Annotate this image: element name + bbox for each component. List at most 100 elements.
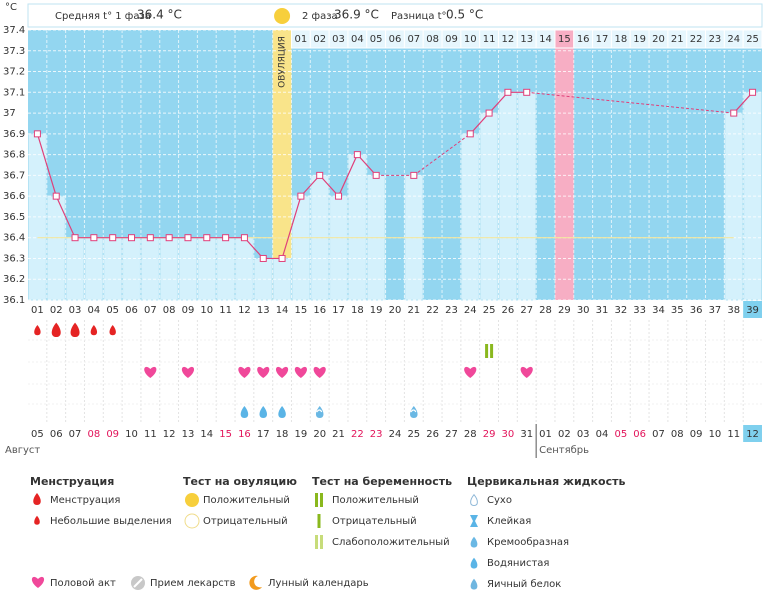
cycle-day-label: 35: [671, 305, 684, 316]
phase2-cell: [742, 29, 763, 49]
month-label: Сентябрь: [539, 445, 589, 456]
temperature-marker: [316, 171, 324, 179]
date-label: 04: [596, 429, 609, 440]
legend-item: Клейкая: [487, 516, 531, 527]
date-label: 17: [257, 429, 270, 440]
cycle-day-label: 20: [389, 305, 402, 316]
temperature-bar: [216, 237, 236, 301]
test-icon: [317, 514, 321, 528]
phase2-day-label: 23: [709, 34, 722, 45]
temperature-marker: [278, 254, 286, 262]
y-tick-label: 36.4: [3, 233, 25, 244]
temperature-marker: [146, 234, 154, 242]
menstruation-icon: [51, 322, 61, 337]
date-label: 19: [295, 429, 308, 440]
heart-icon: [313, 366, 326, 378]
cycle-day-label: 22: [426, 305, 439, 316]
cycle-day-label: 04: [88, 305, 101, 316]
temperature-marker: [203, 234, 211, 242]
date-label: 24: [389, 429, 402, 440]
heart-icon: [520, 366, 533, 378]
today-box: [743, 425, 762, 442]
cycle-day-label: 37: [709, 305, 722, 316]
test-icon: [320, 493, 323, 507]
phase2-day-label: 09: [445, 34, 458, 45]
temperature-marker: [240, 234, 248, 242]
heart-icon: [275, 366, 289, 378]
temperature-marker: [410, 171, 418, 179]
temperature-bar: [140, 237, 160, 301]
y-axis-label: °C: [5, 2, 17, 13]
date-label: 02: [558, 429, 571, 440]
cycle-day-label: 33: [633, 305, 646, 316]
cycle-day-label: 21: [407, 305, 420, 316]
y-tick-label: 36.2: [3, 274, 25, 285]
legend-icon: [470, 557, 478, 569]
y-tick-label: 36.7: [3, 170, 25, 181]
legend-item: Положительный: [203, 495, 290, 506]
menstruation-icon: [90, 325, 98, 336]
legend-icon: [249, 575, 262, 590]
cycle-day-label: 39: [746, 305, 759, 316]
legend-item: Положительный: [332, 495, 419, 506]
test-icon: [315, 493, 318, 507]
date-label: 29: [483, 429, 496, 440]
phase2-day-label: 17: [596, 34, 609, 45]
phase2-day-label: 25: [746, 34, 759, 45]
temperature-marker: [749, 88, 757, 96]
date-label: 07: [69, 429, 82, 440]
legend-item: Отрицательный: [203, 516, 288, 527]
cervical-swirl: [316, 409, 323, 413]
temperature-bar: [291, 195, 311, 301]
cycle-day-label: 17: [332, 305, 345, 316]
legend-item: Кремообразная: [487, 537, 569, 548]
cycle-day-label: 31: [596, 305, 609, 316]
cycle-day-label: 32: [614, 305, 627, 316]
cycle-day-label: 30: [577, 305, 590, 316]
temperature-bar: [103, 237, 123, 301]
phase2-label: 2 фаза: [302, 11, 338, 22]
legend-item: Слабоположительный: [332, 537, 450, 548]
date-label: 27: [445, 429, 458, 440]
cycle-day-label: 19: [370, 305, 383, 316]
temperature-bar: [65, 237, 85, 301]
legend-icon: [133, 578, 143, 588]
cycle-day-label: 23: [445, 305, 458, 316]
cycle-day-label: 12: [238, 305, 251, 316]
temperature-marker: [90, 234, 98, 242]
legend-title: Тест на беременность: [312, 475, 452, 488]
temperature-marker: [372, 171, 380, 179]
phase2-value: 36.9 °C: [334, 8, 379, 22]
today-box: [743, 301, 762, 318]
temperature-marker: [353, 151, 361, 159]
cycle-day-label: 07: [144, 305, 157, 316]
date-label: 31: [520, 429, 533, 440]
cycle-day-label: 29: [558, 305, 571, 316]
diff-label: Разница t°: [391, 11, 447, 22]
date-label: 11: [727, 429, 740, 440]
cycle-day-label: 26: [502, 305, 515, 316]
legend-item: Прием лекарств: [150, 578, 236, 589]
date-label: 08: [671, 429, 684, 440]
cervical-icon: [278, 406, 286, 418]
cycle-day-label: 25: [483, 305, 496, 316]
legend-icon: [34, 515, 40, 525]
legend-item: Половой акт: [50, 578, 116, 589]
y-tick-label: 36.3: [3, 253, 25, 264]
legend-icon: [470, 493, 478, 507]
date-label: 16: [238, 429, 251, 440]
date-label: 14: [200, 429, 213, 440]
phase2-day-label: 06: [389, 34, 402, 45]
date-label: 09: [106, 429, 119, 440]
legend-icon: [470, 578, 478, 590]
temperature-marker: [109, 234, 117, 242]
temperature-bar: [122, 237, 141, 301]
legend-item: Яичный белок: [487, 579, 561, 590]
temperature-marker: [165, 234, 173, 242]
temperature-marker: [184, 234, 192, 242]
temperature-marker: [730, 109, 738, 117]
heart-icon: [294, 366, 307, 378]
phase2-day-label: 12: [502, 34, 515, 45]
heart-icon: [31, 576, 45, 588]
cycle-day-label: 02: [50, 305, 63, 316]
